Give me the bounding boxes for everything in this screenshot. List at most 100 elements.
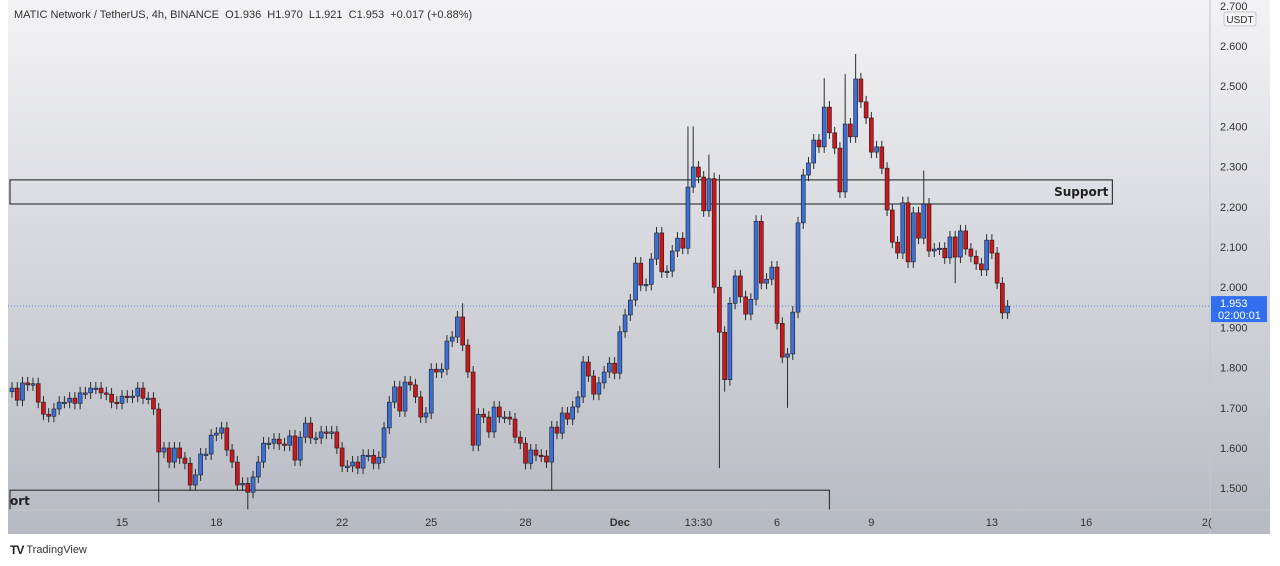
candle-body — [701, 176, 706, 212]
symbol-title: MATIC Network / TetherUS, 4h, BINANCE — [14, 9, 219, 21]
candle-body — [779, 323, 785, 358]
candle — [570, 400, 575, 426]
candle-body — [685, 186, 691, 249]
candle — [250, 470, 256, 499]
candle-body — [104, 392, 109, 395]
candle-body — [874, 146, 879, 153]
candle — [696, 160, 701, 184]
candle-body — [952, 236, 958, 258]
candle — [130, 390, 135, 403]
candle-body — [371, 454, 376, 464]
candle-body — [900, 202, 906, 254]
candle — [392, 380, 397, 409]
candle — [884, 162, 890, 217]
time-tick-label: 13 — [986, 517, 998, 529]
candle — [292, 429, 298, 467]
candle-body — [879, 146, 885, 169]
candle — [444, 335, 450, 376]
candle-body — [240, 483, 245, 486]
candle-body — [748, 298, 754, 315]
candle — [905, 196, 911, 268]
candle — [329, 425, 334, 440]
candle — [282, 437, 287, 452]
candle-body — [994, 252, 1000, 284]
candle-body — [984, 239, 989, 271]
candle-body — [151, 397, 156, 410]
candle-body — [324, 431, 329, 434]
candle — [255, 456, 261, 483]
candle — [748, 293, 754, 321]
candle — [1000, 277, 1005, 319]
candle — [863, 95, 869, 124]
candle — [869, 111, 874, 159]
candle-body — [512, 418, 518, 438]
candle — [779, 317, 785, 364]
candle-body — [559, 412, 565, 434]
candle — [334, 425, 340, 455]
candle — [973, 250, 979, 270]
candle-body — [1000, 282, 1005, 314]
candle — [753, 215, 759, 306]
candle — [339, 441, 345, 473]
candle — [890, 203, 895, 249]
candle-body — [680, 237, 686, 249]
time-tick-label: 18 — [210, 517, 222, 529]
candle — [659, 226, 665, 278]
support-zone — [9, 489, 831, 510]
currency-badge: USDT — [1223, 11, 1257, 27]
candle — [313, 431, 319, 444]
support-zone — [9, 179, 1114, 205]
price-tick-label: 2.300 — [1220, 162, 1248, 174]
candle-body — [811, 139, 817, 164]
candle — [266, 437, 272, 450]
candle-body — [507, 416, 513, 420]
candle-body — [203, 453, 209, 456]
candle — [119, 390, 125, 410]
candle — [407, 376, 413, 391]
candle-body — [245, 483, 251, 493]
candle — [156, 402, 162, 503]
candle — [664, 265, 670, 278]
candle-body — [282, 443, 287, 446]
candle-body — [276, 438, 282, 445]
candle-body — [890, 209, 895, 243]
candle-body — [502, 416, 507, 419]
candle — [544, 450, 549, 469]
candle-body — [759, 220, 764, 284]
ohlc-readout: O1.936 H1.970 L1.921 C1.953 +0.017 (+0.8… — [225, 9, 473, 21]
candle — [853, 54, 858, 143]
candle-body — [884, 167, 890, 211]
candle-body — [580, 361, 586, 398]
candle-body — [297, 436, 303, 461]
candle-body — [869, 117, 874, 153]
candle-body — [968, 248, 974, 257]
candle — [240, 477, 245, 492]
currency-badge-bg — [1223, 11, 1257, 27]
candle — [20, 376, 25, 407]
price-tick-label: 1.600 — [1220, 443, 1248, 455]
candle-body — [648, 258, 654, 285]
candle-body — [669, 250, 675, 272]
current-price-value: 1.953 — [1220, 298, 1248, 310]
candle — [622, 308, 628, 338]
candle-body — [931, 248, 937, 252]
price-badge-bg — [1211, 296, 1267, 323]
candle — [832, 126, 837, 155]
candle-body — [318, 431, 324, 439]
candle-body — [837, 147, 843, 193]
candle-body — [20, 382, 25, 401]
tradingview-footer[interactable]: TV TradingView — [10, 543, 87, 557]
candle-body — [538, 454, 544, 458]
candle — [769, 261, 775, 286]
candle — [423, 406, 429, 424]
candle — [124, 390, 130, 403]
price-tick-label: 1.900 — [1220, 322, 1248, 334]
candle-body — [182, 457, 188, 464]
candle-body — [119, 395, 125, 404]
time-tick-label: 28 — [519, 517, 531, 529]
candle — [434, 363, 439, 379]
candle — [785, 347, 790, 408]
candle-body — [806, 162, 811, 176]
candle-body — [56, 401, 62, 410]
